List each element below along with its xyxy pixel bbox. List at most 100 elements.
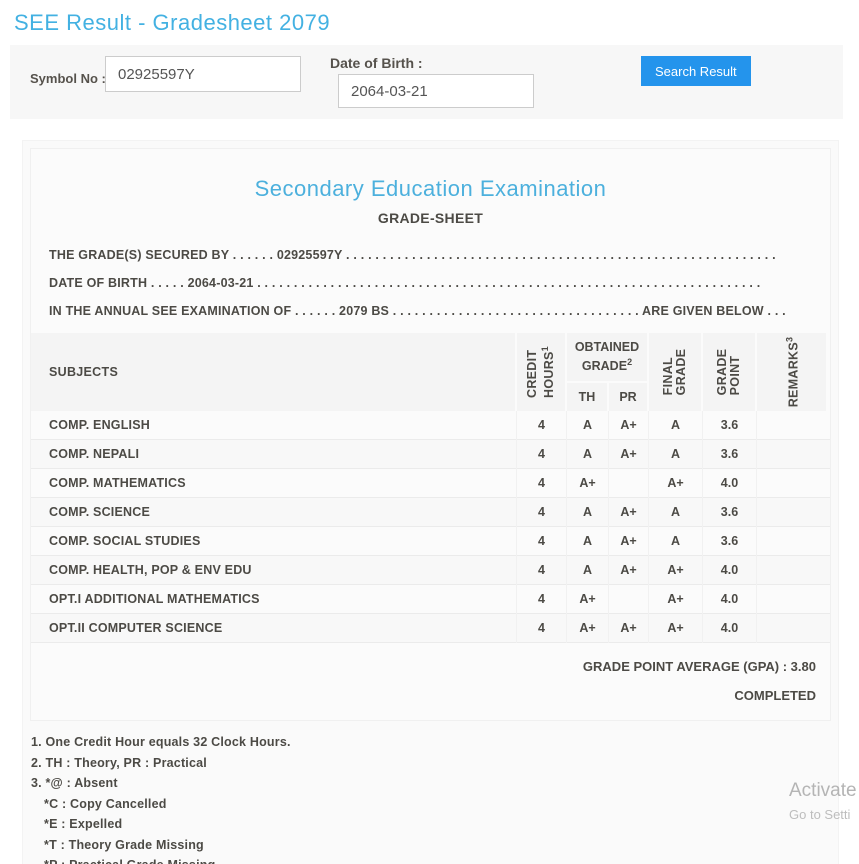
table-row: COMP. NEPALI 4 A A+ A 3.6 (31, 440, 830, 469)
footnote: *P : Practical Grade Missing (31, 855, 838, 864)
header-grade-point: GRADE POINT (703, 333, 757, 411)
footnotes: 1. One Credit Hour equals 32 Clock Hours… (31, 732, 838, 864)
final-grade-cell: A (649, 440, 703, 469)
date-of-birth-line: DATE OF BIRTH . . . . . 2064-03-21 . . .… (49, 276, 761, 290)
grade-point-cell: 3.6 (703, 440, 757, 469)
pr-grade-cell: A+ (609, 498, 649, 527)
credit-cell: 4 (517, 498, 567, 527)
final-grade-cell: A+ (649, 585, 703, 614)
gradesheet-subtitle: GRADE-SHEET (377, 210, 484, 226)
page-title: SEE Result - Gradesheet 2079 (14, 10, 331, 35)
credit-cell: 4 (517, 440, 567, 469)
th-grade-cell: A (567, 556, 609, 585)
credit-cell: 4 (517, 469, 567, 498)
th-grade-cell: A+ (567, 614, 609, 643)
footnote: *C : Copy Cancelled (44, 796, 167, 811)
subject-cell: COMP. ENGLISH (31, 411, 517, 440)
grades-table: SUBJECTS CREDIT HOURS1 OBTAINED GRADE2 T… (31, 333, 830, 643)
remarks-cell (757, 498, 826, 527)
subject-cell: COMP. SOCIAL STUDIES (31, 527, 517, 556)
th-grade-cell: A (567, 498, 609, 527)
grade-point-cell: 3.6 (703, 411, 757, 440)
credit-cell: 4 (517, 614, 567, 643)
header-subjects: SUBJECTS (31, 333, 517, 411)
credit-cell: 4 (517, 585, 567, 614)
subject-cell: OPT.I ADDITIONAL MATHEMATICS (31, 585, 517, 614)
gpa-line: GRADE POINT AVERAGE (GPA) : 3.80 (582, 659, 816, 674)
header-obtained-grade: OBTAINED GRADE2 (567, 333, 649, 383)
header-pr: PR (609, 383, 649, 411)
th-grade-cell: A (567, 411, 609, 440)
final-grade-cell: A (649, 498, 703, 527)
th-grade-cell: A (567, 440, 609, 469)
grade-point-cell: 4.0 (703, 614, 757, 643)
header-remarks: REMARKS3 (757, 333, 826, 411)
dob-input[interactable] (338, 74, 534, 108)
table-row: OPT.I ADDITIONAL MATHEMATICS 4 A+ A+ 4.0 (31, 585, 830, 614)
th-grade-cell: A+ (567, 585, 609, 614)
search-result-button[interactable]: Search Result (641, 56, 751, 86)
credit-cell: 4 (517, 411, 567, 440)
remarks-cell (757, 556, 826, 585)
grade-point-cell: 4.0 (703, 469, 757, 498)
final-grade-cell: A+ (649, 614, 703, 643)
activate-windows-watermark-subtext: Go to Setti (789, 807, 851, 822)
subject-cell: COMP. NEPALI (31, 440, 517, 469)
footnote: 2. TH : Theory, PR : Practical (31, 755, 207, 770)
table-row: COMP. MATHEMATICS 4 A+ A+ 4.0 (31, 469, 830, 498)
credit-cell: 4 (517, 527, 567, 556)
grade-point-cell: 3.6 (703, 498, 757, 527)
subject-cell: COMP. MATHEMATICS (31, 469, 517, 498)
footnote: 3. *@ : Absent (31, 776, 118, 790)
grade-point-cell: 4.0 (703, 556, 757, 585)
symbol-no-input[interactable] (105, 56, 301, 92)
th-grade-cell: A (567, 527, 609, 556)
remarks-cell (757, 411, 826, 440)
header-final-grade: FINAL GRADE (649, 333, 703, 411)
subject-cell: OPT.II COMPUTER SCIENCE (31, 614, 517, 643)
exam-year-line: IN THE ANNUAL SEE EXAMINATION OF . . . .… (49, 304, 786, 318)
final-grade-cell: A (649, 411, 703, 440)
gradesheet-panel: Secondary Education Examination GRADE-SH… (30, 148, 831, 721)
pr-grade-cell: A+ (609, 556, 649, 585)
footnote: 1. One Credit Hour equals 32 Clock Hours… (31, 735, 291, 749)
table-row: COMP. ENGLISH 4 A A+ A 3.6 (31, 411, 830, 440)
remarks-cell (757, 469, 826, 498)
pr-grade-cell: A+ (609, 411, 649, 440)
final-grade-cell: A+ (649, 556, 703, 585)
grades-table-header: SUBJECTS CREDIT HOURS1 OBTAINED GRADE2 T… (31, 333, 830, 411)
result-card: Secondary Education Examination GRADE-SH… (22, 140, 839, 864)
header-credit-hours: CREDIT HOURS1 (517, 333, 567, 411)
symbol-no-label: Symbol No : (30, 71, 106, 86)
gradesheet-statements: THE GRADE(S) SECURED BY . . . . . . 0292… (49, 241, 830, 325)
pr-grade-cell: A+ (609, 440, 649, 469)
remarks-cell (757, 440, 826, 469)
search-form: Symbol No : Date of Birth : Search Resul… (10, 45, 843, 119)
table-row: COMP. HEALTH, POP & ENV EDU 4 A A+ A+ 4.… (31, 556, 830, 585)
dob-label: Date of Birth : (330, 55, 423, 71)
pr-grade-cell (609, 469, 649, 498)
th-grade-cell: A+ (567, 469, 609, 498)
credit-cell: 4 (517, 556, 567, 585)
footnote: *T : Theory Grade Missing (44, 837, 204, 852)
subject-cell: COMP. SCIENCE (31, 498, 517, 527)
grade-point-cell: 3.6 (703, 527, 757, 556)
secured-by-line: THE GRADE(S) SECURED BY . . . . . . 0292… (49, 248, 776, 262)
final-grade-cell: A (649, 527, 703, 556)
pr-grade-cell (609, 585, 649, 614)
subject-cell: COMP. HEALTH, POP & ENV EDU (31, 556, 517, 585)
final-grade-cell: A+ (649, 469, 703, 498)
header-th: TH (567, 383, 609, 411)
grade-point-cell: 4.0 (703, 585, 757, 614)
footnote: *E : Expelled (44, 817, 123, 831)
remarks-cell (757, 614, 826, 643)
table-row: OPT.II COMPUTER SCIENCE 4 A+ A+ A+ 4.0 (31, 614, 830, 643)
activate-windows-watermark: Activate (789, 780, 857, 801)
table-row: COMP. SCIENCE 4 A A+ A 3.6 (31, 498, 830, 527)
remarks-cell (757, 527, 826, 556)
remarks-cell (757, 585, 826, 614)
table-row: COMP. SOCIAL STUDIES 4 A A+ A 3.6 (31, 527, 830, 556)
pr-grade-cell: A+ (609, 527, 649, 556)
pr-grade-cell: A+ (609, 614, 649, 643)
